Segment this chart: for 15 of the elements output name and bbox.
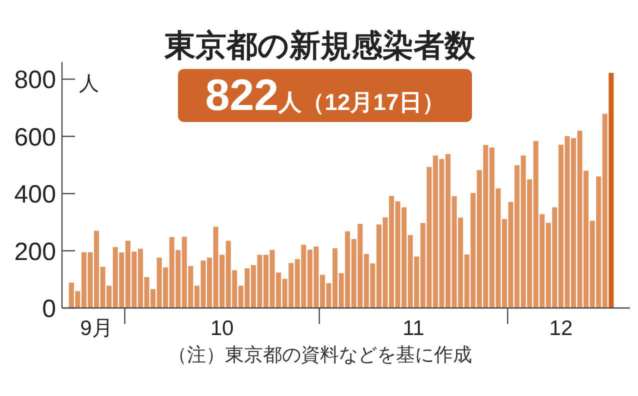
y-tick-label: 0 [42, 295, 56, 323]
x-tick-label: 10 [210, 317, 234, 340]
x-tick-label: 12 [549, 317, 573, 340]
callout: 822人（12月17日） [178, 69, 472, 122]
annotation: 822人（12月17日） [205, 71, 445, 120]
x-tick-label: 11 [402, 317, 424, 340]
y-axis-title: 人 [79, 73, 99, 95]
y-tick-label: 600 [14, 123, 56, 152]
y-tick-label: 400 [14, 180, 56, 209]
y-tick-label: 800 [14, 66, 56, 94]
text: （注）東京都の資料などを基に作成 [168, 344, 472, 366]
x-tick-label: 9月 [80, 317, 113, 340]
chart-title: 東京都の新規感染者数 [164, 28, 476, 63]
y-tick-label: 200 [14, 238, 56, 266]
bar [608, 72, 614, 308]
